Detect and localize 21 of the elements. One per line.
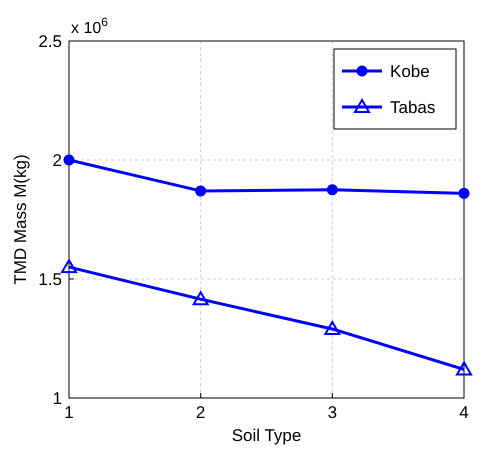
y-tick-label: 2 [52,151,62,170]
point [64,154,74,166]
point [324,320,340,335]
x-axis-title: Soil Type [232,426,302,445]
legend-label: Kobe [390,62,430,81]
x-tick-label: 1 [64,403,74,422]
x-tick-label: 2 [196,403,206,422]
point [456,361,472,376]
y-axis-title: TMD Mass M(kg) [11,154,30,285]
point [326,184,338,196]
point [458,188,470,199]
y-tick-label: 2.5 [38,32,62,51]
legend-label: Tabas [390,98,436,117]
y-tick-label: 1.5 [38,270,62,289]
point [61,259,77,274]
y-tick-label: 1 [52,389,62,408]
point [192,291,209,306]
point [195,185,206,196]
x-tick-label: 3 [328,403,338,422]
text: x 10$^{6}$ [71,15,108,37]
x-tick-label: 4 [459,403,469,422]
